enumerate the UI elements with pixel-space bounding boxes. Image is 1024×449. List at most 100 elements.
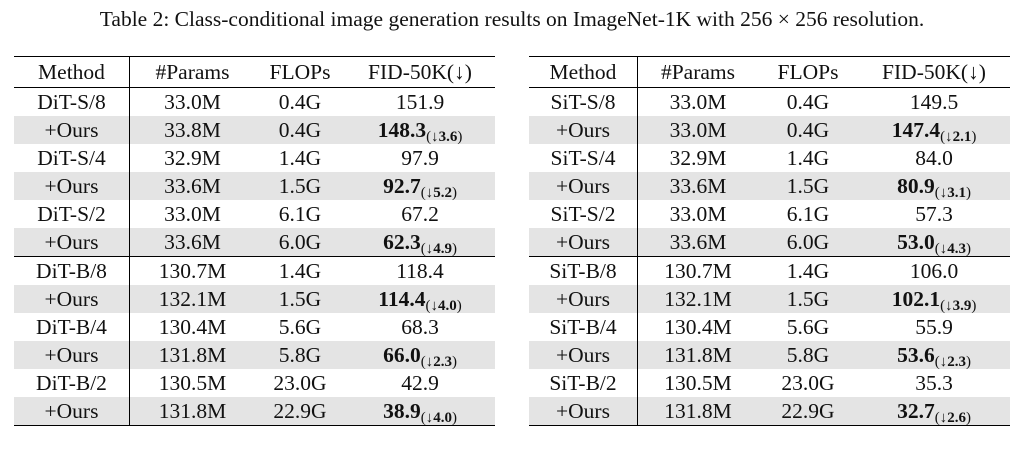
fid-value: 38.9 xyxy=(383,398,421,423)
table-row: DiT-B/2 130.5M 23.0G 42.9 xyxy=(14,369,495,397)
fid-delta: (↓4.0) xyxy=(425,297,462,314)
table-row-ours: +Ours 33.0M 0.4G 147.4(↓2.1) xyxy=(529,116,1010,145)
flops-cell: 0.4G xyxy=(255,116,345,144)
method-cell: +Ours xyxy=(529,397,638,426)
method-cell: DiT-B/4 xyxy=(14,313,130,341)
fid-cell: 38.9(↓4.0) xyxy=(345,397,495,426)
table-row-ours: +Ours 33.8M 0.4G 148.3(↓3.6) xyxy=(14,116,495,145)
method-cell: DiT-B/2 xyxy=(14,369,130,397)
method-cell: +Ours xyxy=(14,341,130,369)
fid-cell: 92.7(↓5.2) xyxy=(345,172,495,201)
fid-cell: 57.3 xyxy=(915,201,953,226)
fid-cell: 53.6(↓2.3) xyxy=(858,341,1010,370)
col-header-flops: FLOPs xyxy=(269,59,331,84)
method-cell: DiT-S/4 xyxy=(14,144,130,172)
fid-delta: (↓2.3) xyxy=(934,353,971,370)
flops-cell: 1.4G xyxy=(786,145,830,170)
fid-delta: (↓4.0) xyxy=(420,409,457,426)
method-cell: +Ours xyxy=(529,228,638,257)
table-row-ours: +Ours 131.8M 5.8G 66.0(↓2.3) xyxy=(14,341,495,370)
params-cell: 130.7M xyxy=(664,258,732,283)
flops-cell: 1.4G xyxy=(786,258,830,283)
header-row: Method #Params FLOPs FID-50K(↓) xyxy=(529,56,1010,88)
flops-cell: 5.8G xyxy=(255,341,345,369)
sit-results-table: Method #Params FLOPs FID-50K(↓) SiT-S/8 … xyxy=(529,56,1010,426)
params-cell: 131.8M xyxy=(129,341,255,369)
flops-cell: 1.5G xyxy=(758,172,858,200)
method-cell: SiT-B/4 xyxy=(529,313,638,341)
flops-cell: 6.1G xyxy=(278,201,322,226)
fid-cell: 118.4 xyxy=(396,258,444,283)
table-row: DiT-B/4 130.4M 5.6G 68.3 xyxy=(14,313,495,341)
fid-cell: 55.9 xyxy=(915,314,953,339)
table-row: SiT-S/2 33.0M 6.1G 57.3 xyxy=(529,200,1010,228)
table-row: SiT-B/8 130.7M 1.4G 106.0 xyxy=(529,256,1010,285)
fid-cell: 32.7(↓2.6) xyxy=(858,397,1010,426)
method-cell: DiT-B/8 xyxy=(14,256,130,285)
fid-cell: 148.3(↓3.6) xyxy=(345,116,495,145)
params-cell: 33.0M xyxy=(669,201,727,226)
flops-cell: 23.0G xyxy=(781,370,835,395)
fid-delta: (↓3.9) xyxy=(940,297,977,314)
flops-cell: 1.4G xyxy=(278,145,322,170)
method-cell: +Ours xyxy=(529,116,638,144)
sit-small-group: SiT-S/8 33.0M 0.4G 149.5 +Ours 33.0M 0.4… xyxy=(529,87,1010,257)
params-cell: 32.9M xyxy=(669,145,727,170)
sit-base-group: SiT-B/8 130.7M 1.4G 106.0 +Ours 132.1M 1… xyxy=(529,256,1010,426)
fid-cell: 67.2 xyxy=(401,201,439,226)
fid-delta: (↓4.3) xyxy=(934,240,971,257)
fid-value: 80.9 xyxy=(897,173,935,198)
params-cell: 131.8M xyxy=(129,397,255,426)
flops-cell: 0.4G xyxy=(278,89,322,114)
params-cell: 130.4M xyxy=(664,314,732,339)
col-header-fid: FID-50K(↓) xyxy=(882,59,986,84)
table-row-ours: +Ours 131.8M 5.8G 53.6(↓2.3) xyxy=(529,341,1010,370)
fid-value: 148.3 xyxy=(377,117,427,142)
params-cell: 132.1M xyxy=(129,285,255,313)
method-cell: +Ours xyxy=(529,172,638,200)
table-row: DiT-B/8 130.7M 1.4G 118.4 xyxy=(14,256,495,285)
table-row: SiT-S/8 33.0M 0.4G 149.5 xyxy=(529,87,1010,116)
fid-value: 114.4 xyxy=(378,286,426,311)
fid-cell: 53.0(↓4.3) xyxy=(858,228,1010,257)
fid-cell: 151.9 xyxy=(395,89,445,114)
flops-cell: 0.4G xyxy=(758,116,858,144)
fid-delta: (↓2.1) xyxy=(940,128,977,145)
flops-cell: 6.0G xyxy=(255,228,345,257)
params-cell: 33.6M xyxy=(129,172,255,200)
fid-cell: 102.1(↓3.9) xyxy=(858,285,1010,314)
params-cell: 130.5M xyxy=(158,370,227,395)
params-cell: 130.5M xyxy=(664,370,732,395)
table-row: DiT-S/8 33.0M 0.4G 151.9 xyxy=(14,87,495,116)
fid-value: 92.7 xyxy=(383,173,421,198)
flops-cell: 6.1G xyxy=(786,201,830,226)
params-cell: 33.0M xyxy=(164,201,221,226)
table-row: SiT-B/2 130.5M 23.0G 35.3 xyxy=(529,369,1010,397)
method-cell: +Ours xyxy=(14,285,130,313)
fid-value: 147.4 xyxy=(891,117,941,142)
fid-cell: 114.4(↓4.0) xyxy=(345,285,495,314)
params-cell: 131.8M xyxy=(637,341,758,369)
fid-value: 53.0 xyxy=(897,229,935,254)
params-cell: 33.0M xyxy=(637,116,758,144)
dit-results-table: Method #Params FLOPs FID-50K(↓) DiT-S/8 … xyxy=(14,56,495,426)
flops-cell: 1.5G xyxy=(758,285,858,313)
table-row-ours: +Ours 131.8M 22.9G 38.9(↓4.0) xyxy=(14,397,495,426)
fid-cell: 80.9(↓3.1) xyxy=(858,172,1010,201)
flops-cell: 1.5G xyxy=(255,172,345,200)
fid-cell: 97.9 xyxy=(401,145,439,170)
table-row-ours: +Ours 132.1M 1.5G 102.1(↓3.9) xyxy=(529,285,1010,314)
params-cell: 33.6M xyxy=(637,172,758,200)
fid-cell: 84.0 xyxy=(915,145,953,170)
method-cell: DiT-S/8 xyxy=(14,87,130,116)
flops-cell: 23.0G xyxy=(273,370,327,395)
fid-delta: (↓4.9) xyxy=(420,240,457,257)
table-row-ours: +Ours 33.6M 1.5G 92.7(↓5.2) xyxy=(14,172,495,201)
table-row: SiT-S/4 32.9M 1.4G 84.0 xyxy=(529,144,1010,172)
flops-cell: 5.6G xyxy=(278,314,322,339)
fid-cell: 35.3 xyxy=(915,370,953,395)
fid-value: 32.7 xyxy=(897,398,935,423)
flops-cell: 1.4G xyxy=(278,258,322,283)
fid-value: 53.6 xyxy=(897,342,935,367)
flops-cell: 6.0G xyxy=(758,228,858,257)
